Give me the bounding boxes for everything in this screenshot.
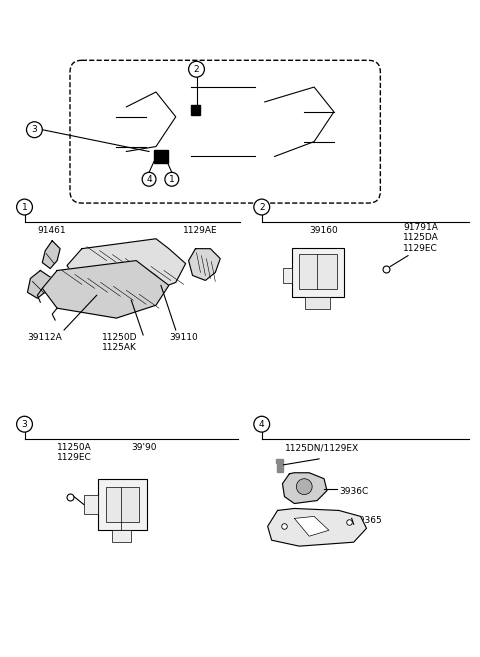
Text: 2: 2 [259, 202, 264, 212]
Text: 4: 4 [259, 420, 264, 428]
Text: 39365: 39365 [354, 516, 383, 526]
Bar [276, 459, 284, 463]
Circle shape [165, 172, 179, 186]
Text: 91791A
1125DA
1129EC: 91791A 1125DA 1129EC [403, 223, 439, 253]
Bar [154, 150, 168, 164]
Circle shape [26, 122, 42, 137]
Polygon shape [42, 261, 169, 318]
Circle shape [254, 199, 270, 215]
Bar [276, 462, 283, 472]
Circle shape [17, 417, 33, 432]
Text: 39110: 39110 [169, 333, 198, 342]
Text: 1129AE: 1129AE [183, 226, 217, 235]
Polygon shape [67, 238, 186, 295]
FancyBboxPatch shape [84, 495, 97, 514]
Circle shape [254, 417, 270, 432]
FancyBboxPatch shape [283, 267, 292, 283]
Circle shape [296, 479, 312, 495]
Circle shape [189, 61, 204, 77]
Polygon shape [283, 473, 327, 503]
Text: 91461: 91461 [37, 226, 66, 235]
Text: 39160: 39160 [309, 226, 338, 235]
Text: 2: 2 [194, 64, 199, 74]
FancyBboxPatch shape [70, 60, 380, 203]
Text: 1125DN/1129EX: 1125DN/1129EX [285, 443, 359, 452]
Circle shape [142, 172, 156, 186]
Text: 3: 3 [22, 420, 27, 428]
FancyBboxPatch shape [97, 479, 147, 530]
Text: 3936C: 3936C [339, 487, 368, 495]
Circle shape [17, 199, 33, 215]
Polygon shape [189, 249, 220, 281]
Bar [191, 105, 201, 115]
FancyBboxPatch shape [111, 530, 131, 542]
Polygon shape [27, 271, 52, 298]
Text: 4: 4 [146, 175, 152, 184]
Text: 1: 1 [169, 175, 175, 184]
Text: 3: 3 [32, 125, 37, 134]
FancyBboxPatch shape [106, 487, 139, 522]
Text: 11250A
1129EC: 11250A 1129EC [57, 443, 92, 463]
Text: 39'90: 39'90 [131, 443, 157, 452]
Text: 39112A: 39112A [27, 333, 62, 342]
Polygon shape [294, 516, 329, 536]
Text: 11250D
1125AK: 11250D 1125AK [102, 333, 137, 352]
FancyBboxPatch shape [300, 254, 337, 289]
Text: 1: 1 [22, 202, 27, 212]
Polygon shape [268, 509, 367, 546]
FancyBboxPatch shape [305, 297, 330, 309]
FancyBboxPatch shape [292, 248, 344, 297]
Polygon shape [42, 240, 60, 269]
